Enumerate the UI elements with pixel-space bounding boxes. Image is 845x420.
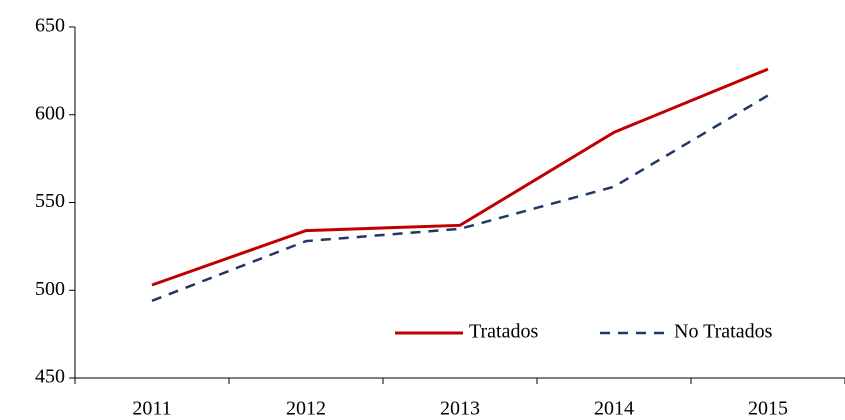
x-tick-label: 2013: [440, 398, 480, 420]
legend-label: No Tratados: [674, 321, 773, 343]
series-line: [151, 94, 769, 302]
legend-label: Tratados: [469, 321, 538, 343]
x-tick-label: 2012: [286, 398, 326, 420]
y-tick-label: 500: [35, 278, 65, 300]
x-tick-label: 2014: [594, 398, 634, 420]
y-tick-label: 550: [35, 190, 65, 212]
series-line: [151, 67, 769, 287]
x-tick-label: 2011: [132, 398, 171, 420]
y-tick-label: 650: [35, 15, 65, 37]
y-tick-label: 600: [35, 102, 65, 124]
x-tick-label: 2015: [748, 398, 788, 420]
y-tick-label: 450: [35, 366, 65, 388]
